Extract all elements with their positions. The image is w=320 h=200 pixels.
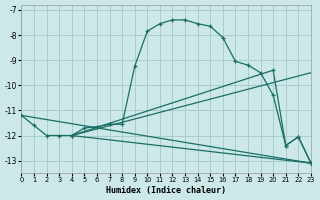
X-axis label: Humidex (Indice chaleur): Humidex (Indice chaleur)	[106, 186, 226, 195]
